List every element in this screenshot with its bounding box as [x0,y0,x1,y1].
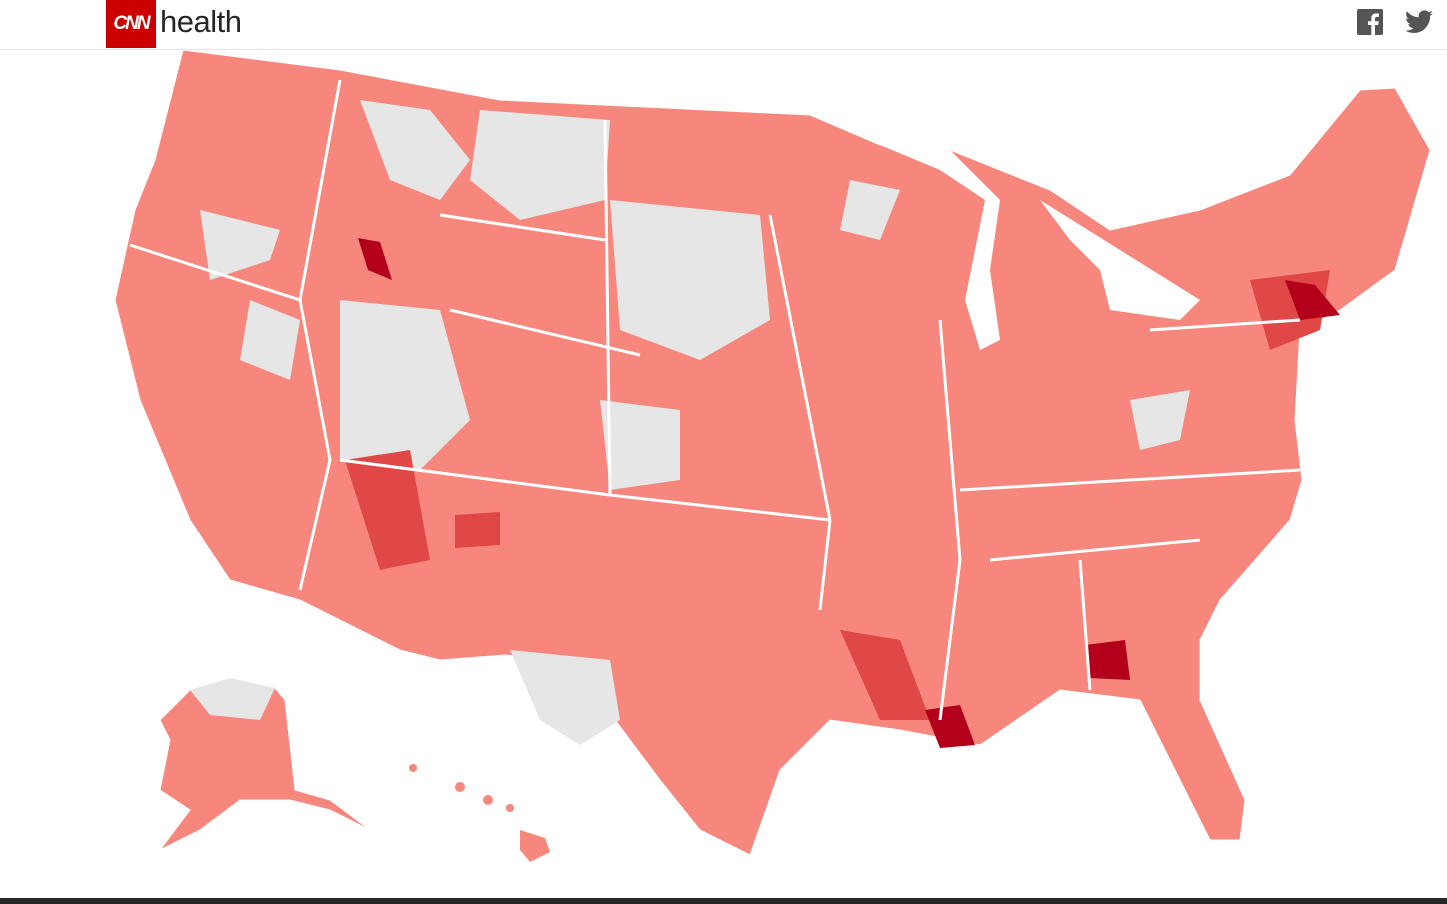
hawaii [409,764,550,862]
island [520,830,550,862]
no-data-areas [200,100,1190,745]
section-name: health [160,4,242,39]
no-data-area [360,100,470,200]
highest-area [358,238,392,280]
high-area [840,630,930,720]
no-data-area [340,300,470,470]
highest-area [1085,640,1130,680]
lower-48 [114,50,1431,856]
header: CNN health [0,0,1447,50]
island [409,764,417,772]
highest-areas [358,238,1340,748]
no-data-area [200,210,280,280]
twitter-icon[interactable] [1405,10,1433,34]
logo[interactable]: CNN [106,0,156,48]
island [483,795,493,805]
highest-area [925,705,975,748]
border [129,79,1301,721]
no-data-area [610,200,770,360]
high-area [455,512,500,548]
land [159,677,371,851]
no-data-area [510,650,620,745]
island [455,782,465,792]
high-area [345,450,430,570]
no-data-area [840,180,900,240]
no-data-area [240,300,300,380]
island [506,804,514,812]
facebook-icon[interactable] [1357,9,1383,35]
no-data-area [600,400,680,490]
no-data-area [190,678,275,720]
footer-bar [0,898,1447,904]
no-data-area [1130,390,1190,450]
highest-area [1285,280,1340,320]
county-map [114,50,1431,862]
great-lakes [880,145,1200,350]
no-data-area [470,110,610,220]
land [114,50,1431,856]
high-areas [345,270,1330,720]
state-borders [129,79,1301,721]
alaska [159,677,371,851]
